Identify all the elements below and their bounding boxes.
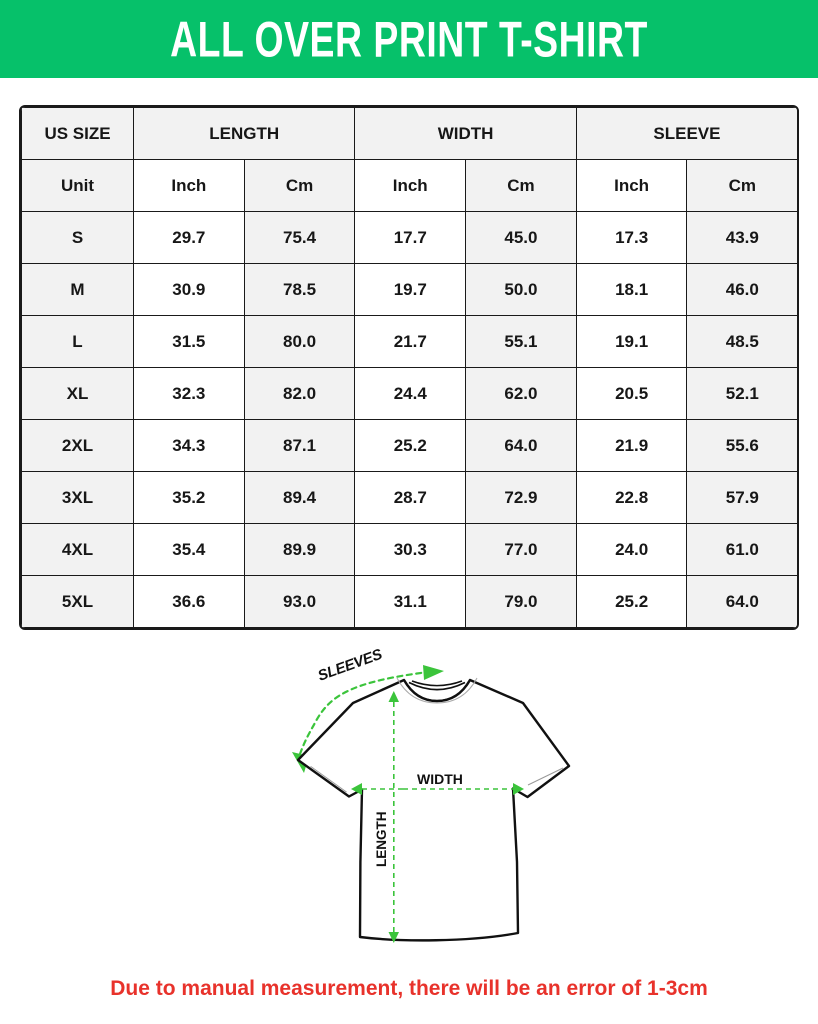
- svg-text:SLEEVES: SLEEVES: [316, 646, 385, 685]
- svg-text:LENGTH: LENGTH: [374, 812, 389, 868]
- svg-text:WIDTH: WIDTH: [417, 771, 463, 787]
